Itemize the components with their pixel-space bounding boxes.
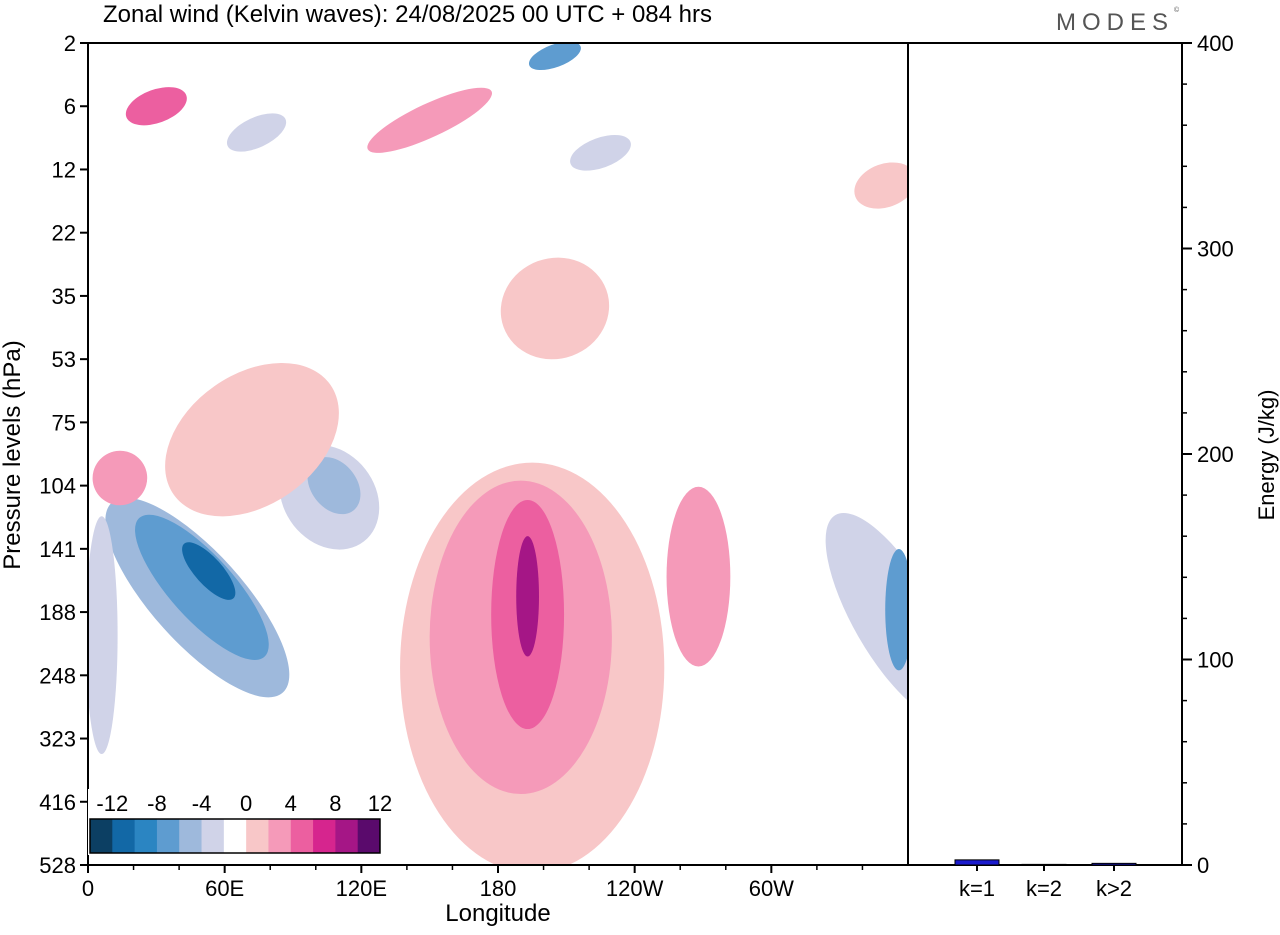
contour-pos-strat-3 <box>854 162 908 209</box>
contour-pos-mid-west <box>165 362 339 517</box>
colorbar-swatch <box>335 819 359 853</box>
contour-field <box>88 43 908 865</box>
energy-y-tick-label: 0 <box>1197 853 1209 878</box>
y-tick-label: 2 <box>64 31 76 56</box>
energy-y-tick-label: 200 <box>1197 442 1234 467</box>
contour-neg-strat-right <box>570 134 631 171</box>
brand-copyright: © <box>1174 7 1180 14</box>
colorbar-swatch <box>134 819 158 853</box>
contour-pos-east-lobe <box>666 486 731 667</box>
y-tick-label: 323 <box>39 727 76 752</box>
contour-pos-lower-central-4 <box>516 536 539 657</box>
contour-neg-strat-top <box>528 43 581 71</box>
x-tick-label: 0 <box>82 876 94 901</box>
energy-category-label: k>2 <box>1096 876 1132 901</box>
x-tick-label: 180 <box>480 876 517 901</box>
contour-pos-upper-central <box>500 257 610 360</box>
y-tick-label: 53 <box>52 347 76 372</box>
brand-text: MODES <box>1056 9 1175 36</box>
energy-y-tick-label: 300 <box>1197 237 1234 262</box>
y-tick-label: 188 <box>39 600 76 625</box>
y-tick-label: 75 <box>52 410 76 435</box>
contour-neg-lower-edge-0 <box>88 516 118 754</box>
energy-bar-k>2 <box>1091 862 1137 866</box>
colorbar-frame <box>89 818 381 854</box>
energy-category-label: k=2 <box>1026 876 1062 901</box>
y-tick-label: 22 <box>52 221 76 246</box>
y-tick-label: 141 <box>39 537 76 562</box>
contour-pos-mid-west-core <box>92 450 148 506</box>
colorbar-label: -12 <box>96 791 128 816</box>
y-tick-label: 104 <box>39 474 76 499</box>
colorbar-swatch <box>290 819 314 853</box>
x-tick-label: 120E <box>336 876 387 901</box>
contour-pos-strat-2 <box>125 87 187 126</box>
y-tick-label: 35 <box>52 284 76 309</box>
energy-bar-k=1 <box>954 859 1000 866</box>
colorbar-swatch <box>246 819 269 853</box>
contour-neg-lower-west-core <box>135 514 269 660</box>
x-tick-label: 120W <box>606 876 664 901</box>
chart-title: Zonal wind (Kelvin waves): 24/08/2025 00… <box>103 1 712 28</box>
energy-y-tick-label: 400 <box>1197 31 1234 56</box>
energy-category-label: k=1 <box>959 876 995 901</box>
y-tick-label: 12 <box>52 157 76 182</box>
colorbar-label: 12 <box>368 791 392 816</box>
contour-neg-strat-left <box>226 113 287 152</box>
x-axis-label: Longitude <box>445 900 550 927</box>
y-axis-label: Pressure levels (hPa) <box>0 340 26 569</box>
brand-logo: MODES© <box>1056 7 1180 37</box>
contour-neg-mid-band-core <box>307 457 361 515</box>
colorbar-swatch <box>268 819 292 853</box>
contour-neg-upper-mid <box>341 205 473 284</box>
energy-axis-label: Energy (J/kg) <box>1254 390 1279 521</box>
colorbar-swatch <box>357 819 381 853</box>
colorbar-label: 4 <box>285 791 297 816</box>
colorbar-swatch <box>112 819 136 853</box>
colorbar-swatch <box>156 819 180 853</box>
energy-y-tick-label: 100 <box>1197 648 1234 673</box>
x-tick-label: 60W <box>749 876 794 901</box>
colorbar-swatch <box>90 819 113 853</box>
contour-neg-east-edge-core <box>885 549 908 671</box>
x-tick-label: 60E <box>205 876 244 901</box>
colorbar-label: 8 <box>329 791 341 816</box>
contour-neg-lower-west-max <box>182 542 236 600</box>
contour-pos-strat-1 <box>367 87 492 153</box>
energy-plot-frame <box>907 42 1183 866</box>
y-tick-label: 416 <box>39 790 76 815</box>
colorbar-swatch <box>201 819 225 853</box>
colorbar-swatch <box>313 819 336 853</box>
colorbar-label: -4 <box>192 791 212 816</box>
colorbar-label: -8 <box>147 791 167 816</box>
energy-panel: 0 100 200 300 400 k=1 k=2 k>2 <box>954 31 1234 901</box>
colorbar: -12 -8 -4 0 4 8 12 <box>88 789 392 855</box>
colorbar-swatch <box>223 819 247 853</box>
y-tick-label: 248 <box>39 663 76 688</box>
contour-neg-upper-east <box>666 348 808 492</box>
y-tick-label: 6 <box>64 94 76 119</box>
colorbar-label: 0 <box>240 791 252 816</box>
y-tick-label: 528 <box>39 853 76 878</box>
colorbar-swatch <box>179 819 203 853</box>
